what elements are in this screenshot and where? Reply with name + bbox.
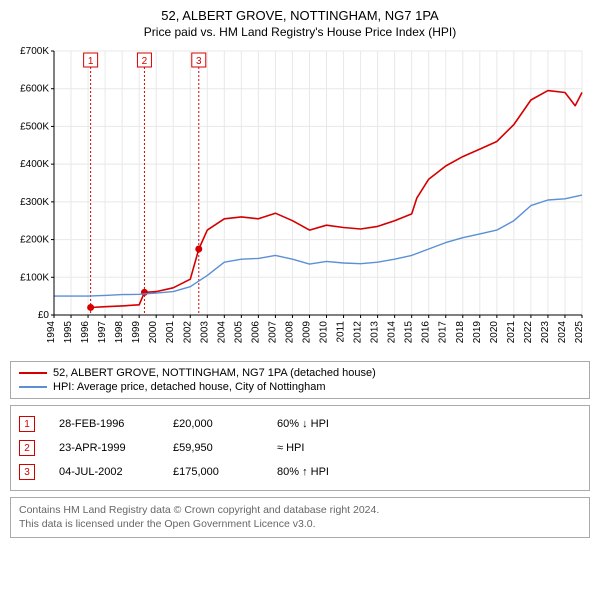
event-row: 2 23-APR-1999 £59,950 ≈ HPI (19, 436, 581, 460)
svg-text:2004: 2004 (216, 321, 227, 344)
price-chart: £0 £100K £200K £300K £400K £500K £600K £700K 199… (10, 45, 590, 355)
svg-text:2021: 2021 (506, 321, 517, 344)
svg-text:2006: 2006 (250, 321, 261, 344)
svg-text:2017: 2017 (438, 321, 449, 344)
svg-text:1998: 1998 (114, 321, 125, 344)
legend-item: 52, ALBERT GROVE, NOTTINGHAM, NG7 1PA (d… (19, 366, 581, 380)
event-price: £59,950 (173, 442, 253, 454)
title-subtitle: Price paid vs. HM Land Registry's House … (10, 25, 590, 39)
svg-text:2025: 2025 (574, 321, 585, 344)
svg-text:1995: 1995 (63, 321, 74, 344)
legend-swatch (19, 372, 47, 374)
event-price: £175,000 (173, 466, 253, 478)
svg-text:2009: 2009 (301, 321, 312, 344)
svg-text:£100K: £100K (20, 272, 49, 283)
svg-text:2011: 2011 (336, 321, 347, 343)
event-marker: 1 (19, 416, 35, 432)
svg-text:2000: 2000 (148, 321, 159, 344)
svg-text:£600K: £600K (20, 84, 49, 95)
svg-text:2013: 2013 (370, 321, 381, 344)
svg-text:2015: 2015 (404, 321, 415, 344)
title-block: 52, ALBERT GROVE, NOTTINGHAM, NG7 1PA Pr… (10, 8, 590, 39)
legend-label: 52, ALBERT GROVE, NOTTINGHAM, NG7 1PA (d… (53, 367, 376, 379)
svg-text:2003: 2003 (199, 321, 210, 344)
svg-text:2002: 2002 (182, 321, 193, 344)
svg-text:1997: 1997 (97, 321, 108, 344)
svg-text:2020: 2020 (489, 321, 500, 344)
svg-text:2010: 2010 (319, 321, 330, 344)
svg-text:2: 2 (142, 56, 148, 67)
svg-text:2007: 2007 (267, 321, 278, 344)
svg-text:£500K: £500K (20, 121, 49, 132)
event-row: 3 04-JUL-2002 £175,000 80% ↑ HPI (19, 460, 581, 484)
title-address: 52, ALBERT GROVE, NOTTINGHAM, NG7 1PA (10, 8, 590, 23)
event-relation: 80% ↑ HPI (277, 466, 367, 478)
svg-text:1: 1 (88, 56, 94, 67)
svg-text:£300K: £300K (20, 197, 49, 208)
svg-text:2012: 2012 (353, 321, 364, 344)
svg-text:1999: 1999 (131, 321, 142, 344)
chart-area: £0 £100K £200K £300K £400K £500K £600K £700K 199… (10, 45, 590, 355)
event-marker: 3 (19, 464, 35, 480)
legend-item: HPI: Average price, detached house, City… (19, 380, 581, 394)
svg-text:2008: 2008 (284, 321, 295, 344)
attribution: Contains HM Land Registry data © Crown c… (10, 497, 590, 538)
svg-text:£200K: £200K (20, 235, 49, 246)
event-price: £20,000 (173, 418, 253, 430)
svg-text:£400K: £400K (20, 159, 49, 170)
legend: 52, ALBERT GROVE, NOTTINGHAM, NG7 1PA (d… (10, 361, 590, 399)
svg-text:2005: 2005 (233, 321, 244, 344)
event-date: 04-JUL-2002 (59, 466, 149, 478)
event-relation: 60% ↓ HPI (277, 418, 367, 430)
svg-text:3: 3 (196, 56, 202, 67)
svg-text:2014: 2014 (387, 321, 398, 344)
attribution-line2: This data is licensed under the Open Gov… (19, 518, 581, 532)
svg-text:£700K: £700K (20, 46, 49, 57)
legend-swatch (19, 386, 47, 388)
svg-text:2022: 2022 (523, 321, 534, 344)
event-row: 1 28-FEB-1996 £20,000 60% ↓ HPI (19, 412, 581, 436)
event-date: 23-APR-1999 (59, 442, 149, 454)
events-table: 1 28-FEB-1996 £20,000 60% ↓ HPI 2 23-APR-1999… (10, 405, 590, 491)
svg-text:2024: 2024 (557, 321, 568, 344)
svg-text:2018: 2018 (455, 321, 466, 344)
svg-text:2019: 2019 (472, 321, 483, 344)
svg-text:1996: 1996 (80, 321, 91, 344)
svg-text:£0: £0 (38, 310, 50, 321)
svg-text:1994: 1994 (46, 321, 57, 344)
event-date: 28-FEB-1996 (59, 418, 149, 430)
attribution-line1: Contains HM Land Registry data © Crown c… (19, 504, 581, 518)
event-marker: 2 (19, 440, 35, 456)
svg-text:2016: 2016 (421, 321, 432, 344)
svg-text:2023: 2023 (540, 321, 551, 344)
svg-text:2001: 2001 (165, 321, 176, 344)
legend-label: HPI: Average price, detached house, City… (53, 381, 326, 393)
event-relation: ≈ HPI (277, 442, 367, 454)
